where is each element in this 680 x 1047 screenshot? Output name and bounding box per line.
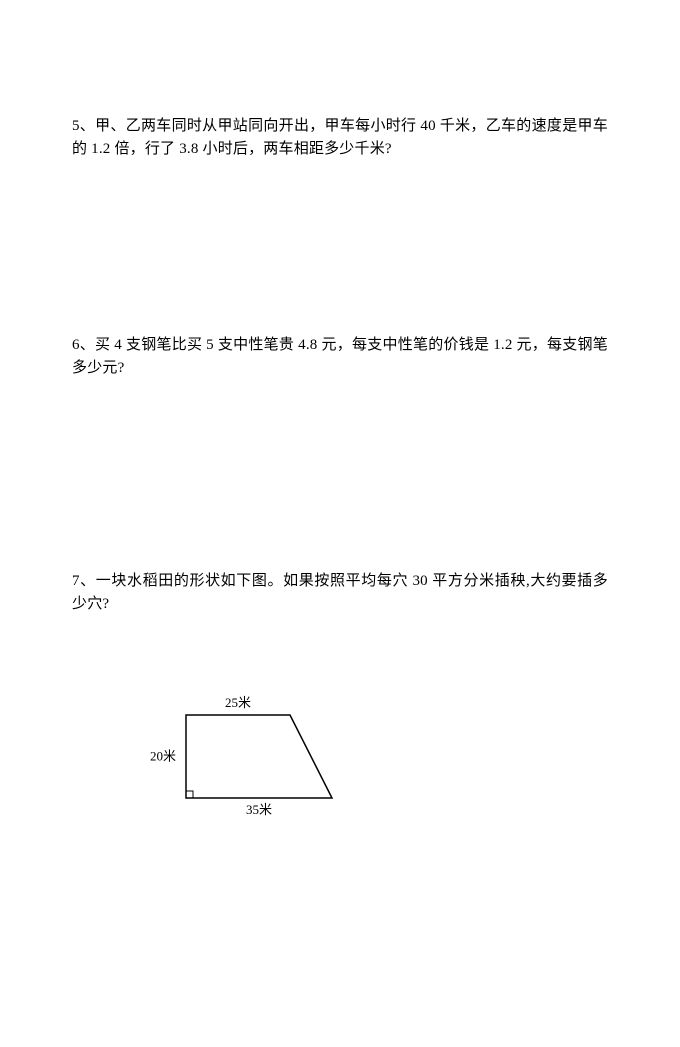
left-dimension-label: 20米 — [150, 748, 176, 763]
spacing-after-p7 — [72, 617, 608, 689]
bottom-dimension-label: 35米 — [246, 802, 272, 817]
trapezoid-svg: 25米 20米 35米 — [124, 689, 384, 829]
problem-6-text: 6、买 4 支钢笔比买 5 支中性笔贵 4.8 元，每支中性笔的价钱是 1.2 … — [72, 334, 608, 381]
top-dimension-label: 25米 — [225, 695, 251, 710]
spacing-after-p5 — [72, 162, 608, 334]
trapezoid-shape — [186, 715, 332, 798]
trapezoid-figure: 25米 20米 35米 — [72, 689, 608, 829]
problem-7-text: 7、一块水稻田的形状如下图。如果按照平均每穴 30 平方分米插秧,大约要插多少穴… — [72, 570, 608, 617]
spacing-after-p6 — [72, 380, 608, 570]
right-angle-marker-icon — [186, 791, 193, 798]
problem-5-text: 5、甲、乙两车同时从甲站同向开出，甲车每小时行 40 千米，乙车的速度是甲车的 … — [72, 115, 608, 162]
